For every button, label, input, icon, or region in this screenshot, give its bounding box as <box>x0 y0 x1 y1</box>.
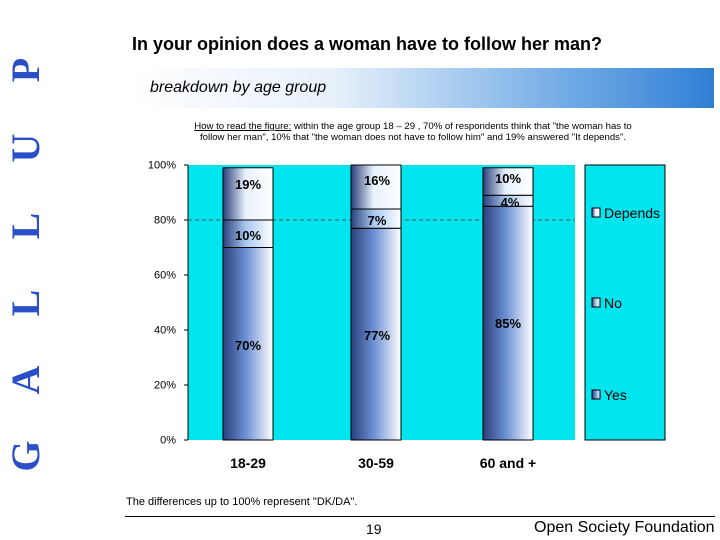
legend-swatch-depends <box>591 207 601 218</box>
data-label-no: 7% <box>368 213 387 228</box>
how-to-read-line1: within the age group 18 – 29 , 70% of re… <box>291 121 632 132</box>
y-tick-label: 0% <box>160 435 176 447</box>
how-to-read-line2: follow her man", 10% that "the woman doe… <box>199 132 627 143</box>
bar-depends-1 <box>222 167 274 221</box>
data-label-yes: 77% <box>364 328 390 343</box>
data-label-yes: 85% <box>495 316 521 331</box>
y-tick-label: 40% <box>154 325 176 337</box>
organization-name: Open Society Foundation <box>534 519 715 536</box>
legend-label-yes: Yes <box>604 387 627 403</box>
bar-depends-2 <box>350 164 402 210</box>
page-number: 19 <box>366 521 382 537</box>
footer-rule <box>125 516 715 517</box>
y-tick-label: 80% <box>154 215 176 227</box>
page-subtitle: breakdown by age group <box>150 79 327 96</box>
legend-label-depends: Depends <box>604 205 660 221</box>
data-label-depends: 16% <box>364 173 390 188</box>
gallup-vertical-logo: G A L L U P <box>8 58 48 472</box>
brand-letter-p: P <box>8 58 48 82</box>
brand-letter-a: A <box>8 365 48 394</box>
bar-no-1 <box>222 219 274 248</box>
bar-yes-2 <box>350 227 402 441</box>
page-title: In your opinion does a woman have to fol… <box>132 34 603 54</box>
legend-label-no: No <box>604 295 622 311</box>
y-tick-label: 100% <box>148 160 176 172</box>
data-label-depends: 19% <box>235 177 261 192</box>
how-to-read-label: How to read the figure: <box>194 121 292 132</box>
footnote: The differences up to 100% represent "DK… <box>126 496 358 508</box>
data-label-yes: 70% <box>235 338 261 353</box>
legend-swatch-no <box>591 297 601 308</box>
x-tick-label: 60 and + <box>480 455 536 471</box>
subtitle-gradient-bar <box>132 68 714 108</box>
brand-letter-u: U <box>8 134 48 163</box>
brand-letter-g: G <box>8 440 48 471</box>
legend-swatch-yes <box>591 389 601 400</box>
data-label-no: 10% <box>235 228 261 243</box>
x-tick-label: 18-29 <box>230 455 266 471</box>
how-to-read-note: How to read the figure: within the age g… <box>118 121 708 143</box>
bar-depends-3 <box>482 167 534 196</box>
brand-letter-l: L <box>8 290 48 317</box>
brand-letter-l: L <box>8 213 48 240</box>
x-tick-label: 30-59 <box>358 455 394 471</box>
data-label-no: 4% <box>501 195 520 210</box>
y-tick-label: 60% <box>154 270 176 282</box>
y-tick-label: 20% <box>154 380 176 392</box>
bar-yes-1 <box>222 247 274 441</box>
data-label-depends: 10% <box>495 171 521 186</box>
